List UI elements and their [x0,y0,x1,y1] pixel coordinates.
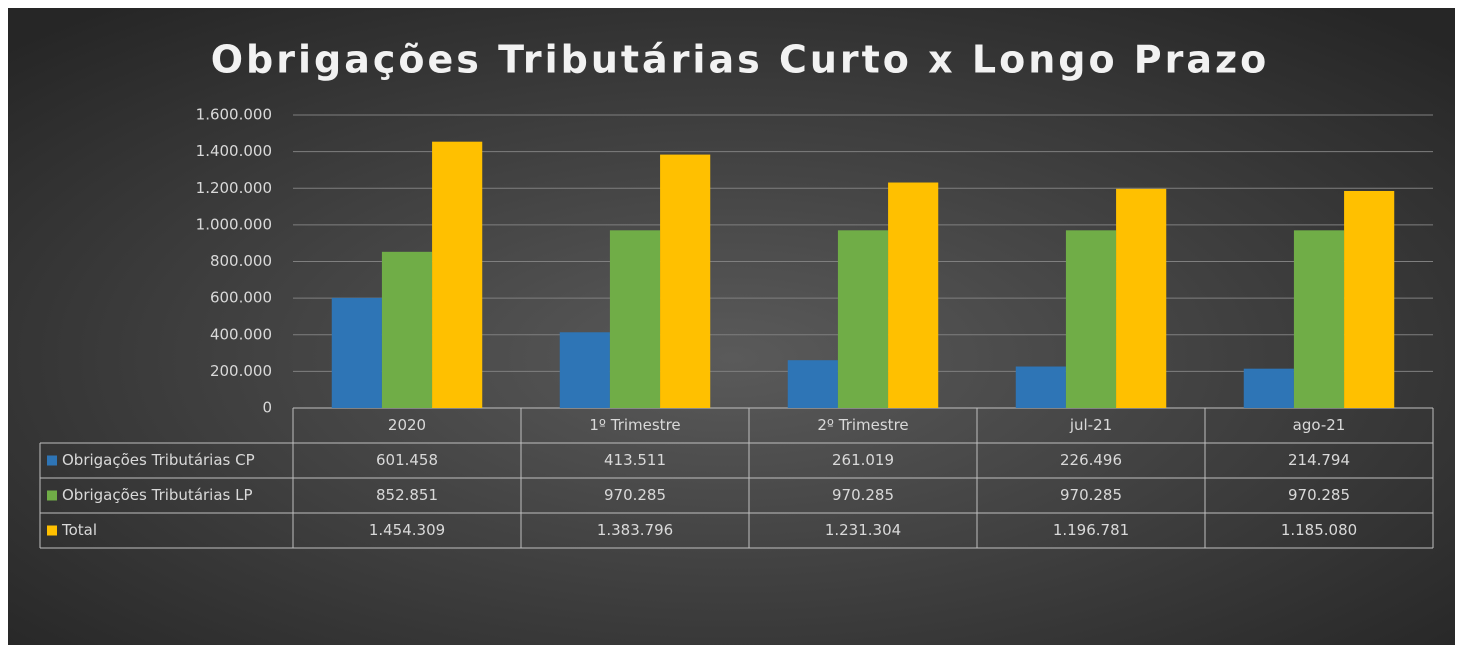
y-tick-label: 200.000 [210,362,272,380]
y-tick-label: 1.000.000 [196,215,272,233]
bar [1015,366,1066,408]
table-value: 1.231.304 [825,521,901,539]
bar [660,154,711,408]
bar [1065,230,1117,408]
table-value: 1.454.309 [369,521,445,539]
bar [432,141,483,408]
bar [787,360,838,408]
y-tick-label: 1.200.000 [196,179,272,197]
legend-label: Total [61,521,97,539]
y-tick-label: 800.000 [210,252,272,270]
table-value: 413.511 [604,451,666,469]
bar [837,230,889,408]
x-tick-label: ago-21 [1293,416,1346,434]
table-value: 1.185.080 [1281,521,1357,539]
bar [1293,230,1345,408]
y-tick-label: 600.000 [210,289,272,307]
y-tick-label: 1.600.000 [196,106,272,124]
legend-label: Obrigações Tributárias CP [62,451,255,469]
legend-key [47,490,57,501]
table-value: 970.285 [1288,486,1350,504]
bar [609,230,661,408]
y-tick-label: 0 [262,399,272,417]
table-value: 226.496 [1060,451,1122,469]
table-value: 970.285 [604,486,666,504]
table-value: 214.794 [1288,451,1350,469]
chart-title: Obrigações Tributárias Curto x Longo Pra… [211,38,1269,82]
bar [1344,190,1395,408]
table-value: 261.019 [832,451,894,469]
y-tick-label: 400.000 [210,325,272,343]
table-value: 970.285 [832,486,894,504]
chart-background [8,8,1455,645]
x-tick-label: 2º Trimestre [817,416,908,434]
table-value: 1.196.781 [1053,521,1129,539]
x-tick-label: 1º Trimestre [589,416,680,434]
bar [888,182,939,408]
table-value: 601.458 [376,451,438,469]
bar [331,297,382,408]
legend-key [47,455,57,466]
table-value: 970.285 [1060,486,1122,504]
table-value: 1.383.796 [597,521,673,539]
legend-label: Obrigações Tributárias LP [62,486,253,504]
x-tick-label: jul-21 [1069,416,1112,434]
table-value: 852.851 [376,486,438,504]
x-tick-label: 2020 [388,416,426,434]
bar [559,332,610,408]
legend-key [47,525,57,536]
y-tick-label: 1.400.000 [196,142,272,160]
bar [1116,188,1167,408]
bar [1243,368,1294,408]
bar [381,251,433,408]
